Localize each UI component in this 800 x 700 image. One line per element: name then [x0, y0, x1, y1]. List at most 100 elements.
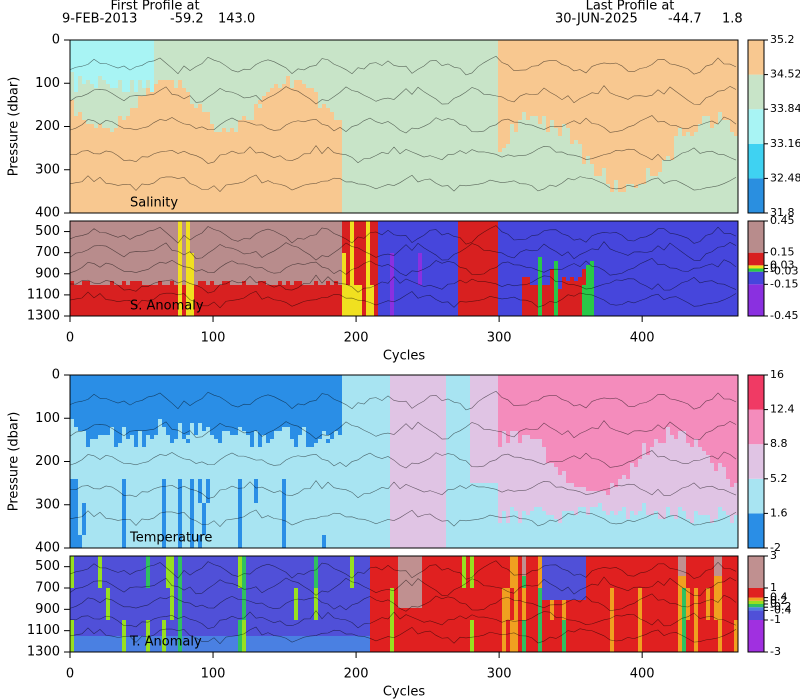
- field-cell: [70, 281, 74, 316]
- field-cell: [198, 503, 202, 535]
- field-cell: [146, 375, 150, 435]
- field-cell: [70, 40, 74, 72]
- field-cell: [378, 221, 382, 316]
- field-cell: [510, 124, 514, 213]
- field-cell: [502, 148, 506, 213]
- field-cell: [358, 375, 362, 548]
- field-cell: [182, 40, 186, 88]
- field-cell: [306, 375, 310, 447]
- field-cell: [706, 221, 710, 316]
- field-cell: [226, 132, 230, 213]
- field-cell: [130, 435, 134, 548]
- field-cell: [70, 221, 74, 281]
- field-cell: [566, 128, 570, 213]
- field-cell: [414, 221, 418, 316]
- field-cell: [554, 467, 558, 519]
- y-tick-label: 500: [35, 224, 60, 239]
- last-lon: 1.8: [722, 12, 743, 27]
- field-cell: [710, 221, 714, 316]
- field-cell: [234, 636, 238, 652]
- field-cell: [326, 221, 330, 281]
- x-tick-label: 400: [630, 331, 655, 346]
- field-cell: [126, 439, 130, 548]
- field-cell: [194, 108, 198, 213]
- field-cell: [622, 40, 626, 192]
- field-cell: [686, 375, 690, 443]
- field-cell: [198, 221, 202, 281]
- field-cell: [586, 491, 590, 515]
- field-cell: [82, 40, 86, 84]
- field-cell: [514, 221, 518, 316]
- field-cell: [198, 40, 202, 104]
- field-cell: [118, 40, 122, 80]
- field-cell: [434, 40, 438, 213]
- field-cell: [78, 221, 82, 285]
- colorbar-frame: [747, 39, 765, 214]
- contour-line: [69, 593, 737, 612]
- field-cell: [378, 40, 382, 213]
- field-cell: [498, 447, 502, 523]
- field-cell: [226, 40, 230, 132]
- field-cell: [134, 221, 138, 281]
- field-cell: [94, 636, 98, 652]
- field-cell: [510, 556, 514, 588]
- field-cell: [242, 221, 246, 281]
- field-cell: [362, 221, 366, 316]
- field-cell: [82, 84, 86, 120]
- field-cell: [326, 435, 330, 439]
- field-cell: [346, 636, 350, 652]
- field-cell: [286, 281, 290, 316]
- field-cell: [646, 40, 650, 168]
- field-cell: [458, 40, 462, 213]
- field-cell: [674, 136, 678, 213]
- field-cell: [670, 515, 674, 548]
- field-cell: [194, 40, 198, 108]
- field-cell: [410, 375, 414, 548]
- field-cell: [274, 40, 278, 84]
- field-cell: [470, 588, 474, 620]
- field-cell: [178, 423, 182, 479]
- x-axis-label: Cycles: [383, 349, 426, 364]
- field-cell: [98, 556, 102, 588]
- field-cell: [542, 600, 546, 652]
- field-cell: [98, 636, 102, 652]
- field-cell: [406, 40, 410, 213]
- field-cell: [174, 636, 178, 652]
- field-cell: [102, 375, 106, 435]
- field-cell: [194, 556, 198, 636]
- field-cell: [314, 281, 318, 316]
- field-cell: [478, 221, 482, 316]
- y-axis-label: Pressure (dbar): [7, 77, 22, 177]
- field-cell: [282, 84, 286, 213]
- field-cell: [226, 221, 230, 281]
- field-cell: [134, 636, 138, 652]
- y-tick-label: 1300: [27, 309, 60, 324]
- field-cell: [182, 439, 186, 548]
- field-cell: [138, 80, 142, 96]
- field-cell: [570, 483, 574, 511]
- field-cell: [118, 116, 122, 213]
- field-cell: [410, 608, 414, 652]
- field-cell: [502, 221, 506, 316]
- field-cell: [558, 375, 562, 475]
- field-cell: [114, 221, 118, 285]
- field-cell: [730, 556, 734, 652]
- field-cell: [418, 285, 422, 316]
- field-cell: [734, 136, 738, 213]
- field-cell: [618, 40, 622, 192]
- field-cell: [478, 483, 482, 548]
- contour-line: [69, 509, 737, 528]
- field-cell: [298, 636, 302, 652]
- field-cell: [198, 104, 202, 213]
- field-cell: [462, 40, 466, 213]
- field-cell: [146, 620, 150, 652]
- field-cell: [206, 40, 210, 112]
- field-cell: [706, 620, 710, 652]
- field-cell: [118, 221, 122, 285]
- field-cell: [222, 40, 226, 128]
- field-cell: [682, 375, 686, 431]
- field-cell: [78, 636, 82, 652]
- field-cell: [470, 556, 474, 588]
- field-cell: [642, 375, 646, 443]
- field-cell: [654, 375, 658, 439]
